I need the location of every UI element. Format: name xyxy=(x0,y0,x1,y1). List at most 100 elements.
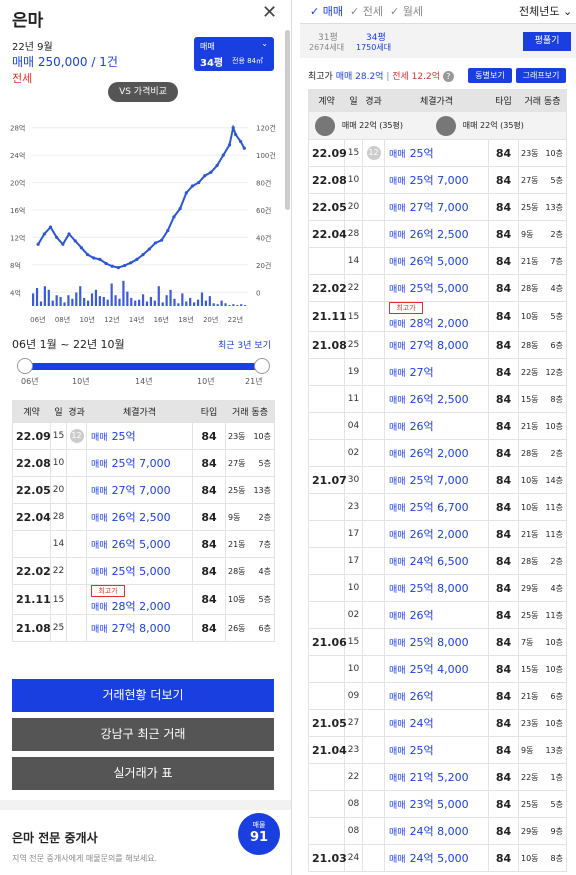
table-row[interactable]: 21.07 30 매매 25억 7,000 84 10동 14층 xyxy=(308,466,567,494)
tab-jeonse[interactable]: ✓ 전세 xyxy=(350,3,383,19)
dong: 21동 xyxy=(521,691,539,701)
deal-table-button[interactable]: 실거래가 표 xyxy=(12,757,274,790)
cell-day: 09 xyxy=(344,682,363,710)
table-row[interactable]: 22.02 22 매매 25억 5,000 84 28동 4층 xyxy=(308,274,567,302)
price-point xyxy=(234,132,238,137)
table-row[interactable]: 21.11 15 최고가 매매 28억 2,000 84 10동 5층 xyxy=(12,584,275,615)
size-tab-31[interactable]: 31평 xyxy=(318,33,338,43)
tab-sale[interactable]: ✓ 매매 xyxy=(310,3,343,19)
table-row[interactable]: 04 매매 26억 84 21동 10층 xyxy=(308,412,567,440)
table-row[interactable]: 23 매매 25억 6,700 84 10동 11층 xyxy=(308,493,567,521)
cell-type: 84 xyxy=(488,301,519,332)
size-tab-34[interactable]: 34평 xyxy=(366,33,386,43)
price-point xyxy=(153,241,158,245)
table-row[interactable]: 21.04 23 매매 25억 84 9동 13층 xyxy=(308,736,567,764)
deal-kind: 매매 xyxy=(91,460,108,470)
floor: 8층 xyxy=(550,394,563,404)
cell-date: 21.05 xyxy=(308,709,347,737)
more-deals-button[interactable]: 거래현황 더보기 xyxy=(12,679,274,712)
table-row[interactable]: 17 매매 24억 6,500 84 28동 2층 xyxy=(308,547,567,575)
table-row[interactable]: 22.04 28 매매 26억 2,500 84 9동 2층 xyxy=(12,503,275,531)
cell-date xyxy=(308,520,345,548)
volume-bar xyxy=(177,303,180,306)
expand-size-button[interactable]: 평풀기 xyxy=(523,32,571,51)
table-row[interactable]: 21.08 25 매매 27억 8,000 84 26동 6층 xyxy=(12,614,275,642)
cell-type: 84 xyxy=(192,449,226,477)
tab-monthly[interactable]: ✓ 월세 xyxy=(390,3,423,19)
cell-type: 84 xyxy=(192,476,226,504)
table-row[interactable]: 22.05 20 매매 27억 7,000 84 25동 13층 xyxy=(12,476,275,504)
x-tick: 12년 xyxy=(104,315,119,324)
table-row[interactable]: 17 매매 26억 2,000 84 21동 11층 xyxy=(308,520,567,548)
price-line xyxy=(37,124,246,269)
dong: 9동 xyxy=(521,745,534,755)
range-slider-start-handle[interactable] xyxy=(17,358,33,374)
table-row[interactable]: 09 매매 26억 84 21동 6층 xyxy=(308,682,567,710)
agent-ad-row[interactable]: 매매 22억 (35평) 매매 22억 (35평) xyxy=(308,111,567,140)
cell-elapsed xyxy=(362,790,385,818)
table-row[interactable]: 22 매매 21억 5,200 84 22동 1층 xyxy=(308,763,567,791)
volume-bar xyxy=(220,300,223,306)
size-select-button[interactable]: 매매 ⌄ 34평 전용 84㎡ xyxy=(194,37,274,71)
gangnam-recent-button[interactable]: 강남구 최근 거래 xyxy=(12,718,274,751)
dong: 23동 xyxy=(228,431,246,441)
help-icon[interactable]: ? xyxy=(442,71,454,82)
cell-date: 22.04 xyxy=(12,503,51,531)
cell-type: 84 xyxy=(488,220,519,248)
table-row[interactable]: 08 매매 24억 8,000 84 29동 9층 xyxy=(308,817,567,845)
table-row[interactable]: 21.06 15 매매 25억 8,000 84 7동 10층 xyxy=(308,628,567,656)
y-right-tick: 20건 xyxy=(256,261,271,270)
cell-day: 27 xyxy=(344,709,363,737)
y-right-tick: 0 xyxy=(256,289,260,297)
table-row[interactable]: 10 매매 25억 4,000 84 15동 10층 xyxy=(308,655,567,683)
listing-count-badge[interactable]: 매물 91 xyxy=(238,813,280,855)
tab-monthly-label: 월세 xyxy=(402,5,423,18)
table-row[interactable]: 14 매매 26억 5,000 84 21동 7층 xyxy=(308,247,567,275)
cell-date xyxy=(308,790,345,818)
vs-compare-button[interactable]: VS 가격비교 xyxy=(108,82,178,102)
deal-kind: 매매 xyxy=(389,855,406,865)
graph-view-button[interactable]: 그래프보기 xyxy=(516,68,566,83)
peak-row: 최고가 매매 28.2억 | 전세 12.2억 ? xyxy=(308,69,454,82)
table-row[interactable]: 22.05 20 매매 27억 7,000 84 25동 13층 xyxy=(308,193,567,221)
table-row[interactable]: 11 매매 26억 2,500 84 15동 8층 xyxy=(308,385,567,413)
table-row[interactable]: 21.11 15 최고가 매매 28억 2,000 84 10동 5층 xyxy=(308,301,567,332)
cell-elapsed xyxy=(362,493,385,521)
deal-kind: 매매 xyxy=(389,423,406,433)
table-row[interactable]: 14 매매 26억 5,000 84 21동 7층 xyxy=(12,530,275,558)
price-point xyxy=(215,163,219,168)
cell-type: 84 xyxy=(488,790,519,818)
table-row[interactable]: 21.05 27 매매 24억 84 23동 10층 xyxy=(308,709,567,737)
floor: 5층 xyxy=(258,458,271,468)
table-row[interactable]: 10 매매 25억 8,000 84 29동 4층 xyxy=(308,574,567,602)
deal-price: 25억 8,000 xyxy=(409,636,469,649)
cell-date xyxy=(308,682,345,710)
recent-3y-link[interactable]: 최근 3년 보기 xyxy=(218,341,271,351)
table-row[interactable]: 22.09 15 12 매매 25억 84 23동 10층 xyxy=(12,422,275,450)
table-row[interactable]: 21.03 24 매매 24억 5,000 84 10동 8층 xyxy=(308,844,567,872)
table-row[interactable]: 22.09 15 12 매매 25억 84 23동 10층 xyxy=(308,139,567,167)
tab-jeonse-label: 전세 xyxy=(362,5,383,18)
table-row[interactable]: 02 매매 26억 2,000 84 28동 2층 xyxy=(308,439,567,467)
range-slider-end-handle[interactable] xyxy=(254,358,270,374)
volume-bar xyxy=(141,294,145,306)
table-row[interactable]: 22.08 10 매매 25억 7,000 84 27동 5층 xyxy=(12,449,275,477)
price-point xyxy=(104,261,108,266)
cell-day: 02 xyxy=(344,601,363,629)
table-row[interactable]: 21.08 25 매매 27억 8,000 84 28동 6층 xyxy=(308,331,567,359)
scrollbar[interactable] xyxy=(285,30,290,210)
table-row[interactable]: 22.02 22 매매 25억 5,000 84 28동 4층 xyxy=(12,557,275,585)
close-icon[interactable]: ✕ xyxy=(262,2,278,23)
cell-elapsed xyxy=(362,193,385,221)
table-row[interactable]: 22.08 10 매매 25억 7,000 84 27동 5층 xyxy=(308,166,567,194)
by-dong-button[interactable]: 동별보기 xyxy=(468,68,512,83)
table-row[interactable]: 08 매매 23억 5,000 84 25동 5층 xyxy=(308,790,567,818)
elapsed-badge: 12 xyxy=(366,146,381,160)
volume-bar xyxy=(55,295,58,306)
table-row[interactable]: 19 매매 27억 84 22동 12층 xyxy=(308,358,567,386)
listing-badge-label: 매물 xyxy=(252,821,266,829)
table-row[interactable]: 02 매매 26억 84 25동 11층 xyxy=(308,601,567,629)
year-select[interactable]: 전체년도 ⌄ xyxy=(519,3,572,19)
cell-day: 14 xyxy=(344,247,363,275)
table-row[interactable]: 22.04 28 매매 26억 2,500 84 9동 2층 xyxy=(308,220,567,248)
